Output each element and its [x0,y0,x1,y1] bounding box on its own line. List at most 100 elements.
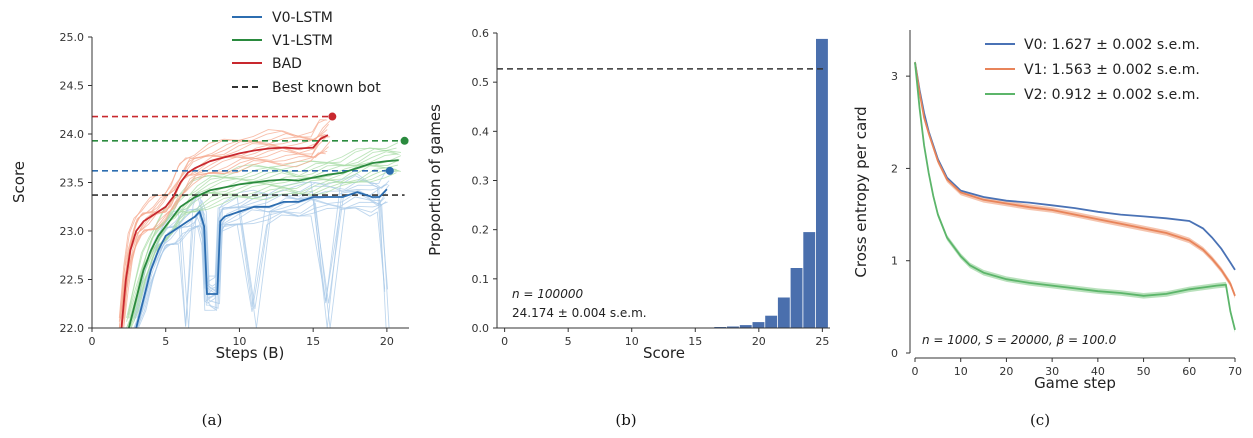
panel-a-individual-runs [118,119,402,329]
bar-score-20 [752,322,765,328]
max-dot-bad-max [328,112,337,121]
run-v0-lstm-0 [133,207,386,329]
panel-c-xlabel: Game step [1034,374,1116,392]
panel-c-caption: (c) [1030,411,1050,429]
legend-label-v0-lstm: V0-LSTM [272,10,333,26]
legend-label-bad: BAD [272,56,302,72]
panel-a-caption: (a) [202,411,223,429]
run-bad-1 [120,150,328,329]
x-tick-label-15: 15 [688,335,702,348]
panel-a-score-vs-steps: 0 5 10 15 20 22.0 22.5 23.0 23.5 24.0 24.5 25.0 Ste… [10,10,409,429]
panel-c-lines [914,62,1236,331]
bar-score-21 [765,315,778,328]
panel-a-ylabel: Score [10,161,28,203]
run-v0-lstm-11 [137,179,390,319]
y-tick-label-0-5: 0.5 [472,76,490,89]
y-tick-label-2: 2 [891,162,898,175]
panel-b-ticks: 0 5 10 15 20 25 0.0 0.1 0.2 0.3 0.4 0.5 0.6 [472,27,830,348]
legend-label-v1: V1: 1.563 ± 0.002 s.e.m. [1024,62,1200,78]
series-line-v1-1-563-0-002-s-e-m [914,62,1236,297]
bar-score-23 [790,268,803,328]
y-tick-label-22-5: 22.5 [60,274,85,287]
run-v0-lstm-3 [137,201,390,329]
y-tick-label-0-0: 0.0 [472,322,490,335]
panel-c-annotation: n = 1000, S = 20000, β = 100.0 [922,333,1117,347]
run-bad-3 [123,141,331,329]
y-tick-label-22-0: 22.0 [60,322,85,335]
panel-a-legend: V0-LSTM V1-LSTM BAD Best known bot [232,10,381,96]
run-v0-lstm-4 [133,196,386,329]
run-v1-lstm-11 [130,148,401,319]
y-tick-label-24-0: 24.0 [60,128,85,141]
run-bad-0 [118,152,326,329]
y-tick-label-0-4: 0.4 [472,125,490,138]
x-tick-label-20: 20 [999,365,1013,378]
x-tick-label-5: 5 [162,335,169,348]
panel-b-xlabel: Score [643,344,685,362]
legend-label-best-known-bot: Best known bot [272,80,381,96]
x-tick-label-25: 25 [815,335,829,348]
y-tick-label-23-5: 23.5 [60,177,85,190]
run-v1-lstm-7 [130,155,402,327]
series-line-v0-lstm [135,188,388,329]
x-tick-label-10: 10 [954,365,968,378]
x-tick-label-30: 30 [1045,365,1059,378]
legend-label-v2: V2: 0.912 ± 0.002 s.e.m. [1024,87,1200,103]
panel-b-annotation-mean: 24.174 ± 0.004 s.e.m. [512,306,647,320]
run-bad-11 [123,120,331,319]
bar-score-18 [727,326,739,328]
x-tick-label-0: 0 [89,335,96,348]
y-tick-label-1: 1 [891,255,898,268]
panel-c-legend: V0: 1.627 ± 0.002 s.e.m. V1: 1.563 ± 0.0… [985,37,1200,103]
max-dot-v0-lstm-max [385,166,394,175]
series-line-v2-0-912-0-002-s-e-m [914,62,1236,331]
y-tick-label-0: 0 [891,347,898,360]
y-tick-label-3: 3 [891,70,898,83]
max-dot-v1-lstm-max [400,136,409,145]
x-tick-label-0: 0 [501,335,508,348]
panel-a-ticks: 0 5 10 15 20 22.0 22.5 23.0 23.5 24.0 24.5 25.0 [60,31,394,348]
run-v1-lstm-10 [129,149,400,319]
x-tick-label-15: 15 [306,335,320,348]
y-tick-label-0-1: 0.1 [472,273,490,286]
panel-b-ylabel: Proportion of games [426,104,444,256]
panel-c-ticks: 0 10 20 30 40 50 60 70 0 1 2 3 [891,70,1242,378]
legend-label-v1-lstm: V1-LSTM [272,33,333,49]
panel-c-cross-entropy: 0 10 20 30 40 50 60 70 0 1 2 3 Game step Cross entr… [852,30,1242,429]
x-tick-label-20: 20 [752,335,766,348]
run-v0-lstm-1 [135,201,387,329]
x-tick-label-70: 70 [1228,365,1242,378]
x-tick-label-0: 0 [912,365,919,378]
panel-b-annotation-n: n = 100000 [512,287,583,301]
panel-a-mean-lines [120,134,399,329]
x-tick-label-20: 20 [380,335,394,348]
bar-score-22 [777,297,790,328]
x-tick-label-60: 60 [1182,365,1196,378]
series-line-v1-lstm [128,159,399,329]
y-tick-label-24-5: 24.5 [60,80,85,93]
x-tick-label-10: 10 [232,335,246,348]
x-tick-label-40: 40 [1091,365,1105,378]
run-v0-lstm-12 [133,175,386,327]
panel-b-caption: (b) [615,411,636,429]
x-tick-label-5: 5 [565,335,572,348]
legend-label-v0: V0: 1.627 ± 0.002 s.e.m. [1024,37,1200,53]
panel-a-xlabel: Steps (B) [216,344,285,362]
x-tick-label-10: 10 [625,335,639,348]
panel-a-max-score-lines [92,112,409,196]
y-tick-label-0-2: 0.2 [472,224,490,237]
y-tick-label-25-0: 25.0 [60,31,85,44]
bar-score-25 [816,38,828,329]
y-tick-label-23-0: 23.0 [60,225,85,238]
x-tick-label-50: 50 [1137,365,1151,378]
series-line-bad [120,134,329,329]
y-tick-label-0-3: 0.3 [472,175,490,188]
y-tick-label-0-6: 0.6 [472,27,490,40]
bar-score-19 [739,325,752,328]
panel-b-bars [714,38,828,329]
run-bad-13 [120,119,328,315]
panel-c-ylabel: Cross entropy per card [852,106,870,277]
bar-score-24 [803,232,816,328]
panel-b-score-histogram: 0 5 10 15 20 25 0.0 0.1 0.2 0.3 0.4 0.5 0.6 Score Pr… [426,27,830,429]
